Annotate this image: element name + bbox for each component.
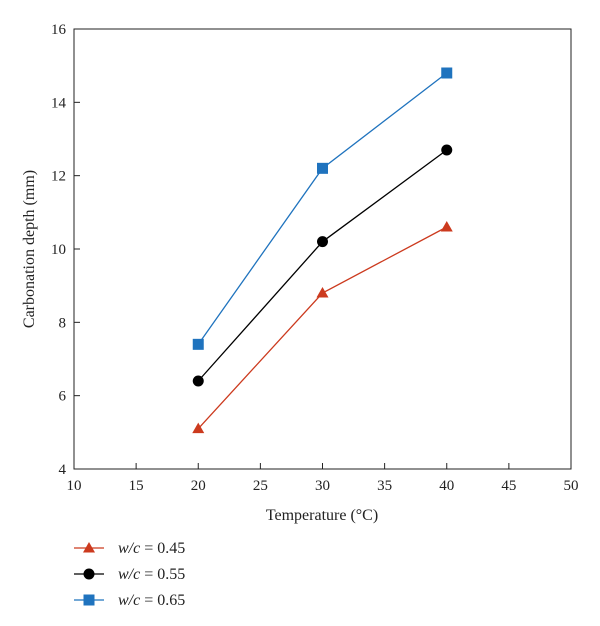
x-axis-title: Temperature (°C) xyxy=(266,507,378,524)
legend-marker xyxy=(83,594,95,606)
legend: w/c = 0.45w/c = 0.55w/c = 0.65 xyxy=(74,540,185,609)
series-1 xyxy=(192,144,453,387)
series-line xyxy=(197,226,448,430)
legend-item: w/c = 0.45 xyxy=(74,540,185,557)
x-tick-label: 35 xyxy=(377,478,392,494)
y-tick-label: 6 xyxy=(59,389,67,405)
y-tick-label: 12 xyxy=(51,169,66,185)
x-axis: 10 15 20 25 30 35 40 45 50 xyxy=(67,463,579,494)
data-point xyxy=(192,422,205,434)
series-0 xyxy=(192,221,453,434)
data-point xyxy=(317,236,328,248)
data-point xyxy=(192,338,204,350)
data-point xyxy=(317,162,328,174)
y-tick-label: 16 xyxy=(51,22,67,38)
legend-label-value: = 0.45 xyxy=(140,540,185,557)
x-tick-label: 40 xyxy=(439,478,454,494)
x-tick-label: 15 xyxy=(129,478,144,494)
x-tick-label: 10 xyxy=(67,478,82,494)
x-tick-label: 25 xyxy=(253,478,268,494)
legend-label: w/c = 0.45 xyxy=(118,540,185,557)
y-tick-label: 10 xyxy=(51,242,66,258)
series-line xyxy=(197,72,448,345)
data-point xyxy=(316,287,329,298)
series-2 xyxy=(192,67,453,350)
legend-label-variable: w/c xyxy=(118,566,140,583)
legend-label-variable: w/c xyxy=(118,540,140,557)
legend-marker xyxy=(83,568,95,580)
series-line xyxy=(197,149,448,382)
data-point xyxy=(440,221,453,232)
plot-frame xyxy=(73,28,572,470)
legend-label: w/c = 0.65 xyxy=(118,592,185,609)
legend-label-value: = 0.65 xyxy=(140,592,185,609)
legend-label-value: = 0.55 xyxy=(140,566,185,583)
x-tick-label: 45 xyxy=(501,478,516,494)
legend-label: w/c = 0.55 xyxy=(118,566,185,583)
legend-item: w/c = 0.65 xyxy=(74,592,185,609)
y-tick-label: 4 xyxy=(59,462,67,478)
legend-item: w/c = 0.55 xyxy=(74,566,185,583)
data-point xyxy=(192,375,204,387)
legend-marker xyxy=(83,542,95,553)
x-tick-label: 50 xyxy=(564,478,579,494)
plot-series xyxy=(192,67,453,434)
x-tick-label: 30 xyxy=(315,478,330,494)
y-tick-label: 14 xyxy=(51,95,67,111)
legend-label-variable: w/c xyxy=(118,592,140,609)
y-axis-title: Carbonation depth (mm) xyxy=(21,170,38,328)
data-point xyxy=(441,67,453,79)
data-point xyxy=(441,144,453,156)
y-axis: 4 6 8 10 12 14 16 xyxy=(51,22,80,478)
y-tick-label: 8 xyxy=(59,315,67,331)
x-tick-label: 20 xyxy=(191,478,206,494)
